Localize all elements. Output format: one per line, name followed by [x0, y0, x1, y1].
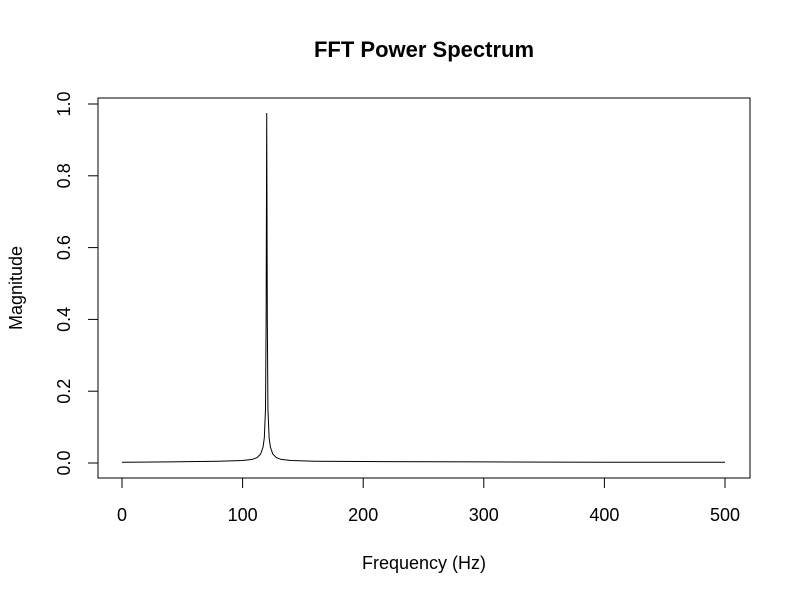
y-tick-label: 0.8 — [54, 163, 74, 188]
x-tick-label: 200 — [348, 505, 378, 525]
x-axis-label: Frequency (Hz) — [362, 553, 486, 573]
x-axis: 0 100 200 300 400 500 — [117, 477, 740, 525]
x-tick-label: 300 — [469, 505, 499, 525]
y-axis: 0.0 0.2 0.4 0.6 0.8 1.0 — [54, 91, 99, 476]
x-tick-label: 500 — [710, 505, 740, 525]
y-axis-label: Magnitude — [6, 246, 26, 330]
y-tick-label: 0.0 — [54, 450, 74, 475]
plot-area-border — [97, 97, 751, 479]
spectrum-line — [121, 112, 725, 463]
x-tick-label: 0 — [117, 505, 127, 525]
y-tick-label: 1.0 — [54, 91, 74, 116]
chart-title: FFT Power Spectrum — [314, 37, 534, 62]
y-tick-label: 0.6 — [54, 235, 74, 260]
y-tick-label: 0.4 — [54, 307, 74, 332]
x-tick-label: 400 — [589, 505, 619, 525]
y-tick-label: 0.2 — [54, 379, 74, 404]
x-tick-label: 100 — [228, 505, 258, 525]
